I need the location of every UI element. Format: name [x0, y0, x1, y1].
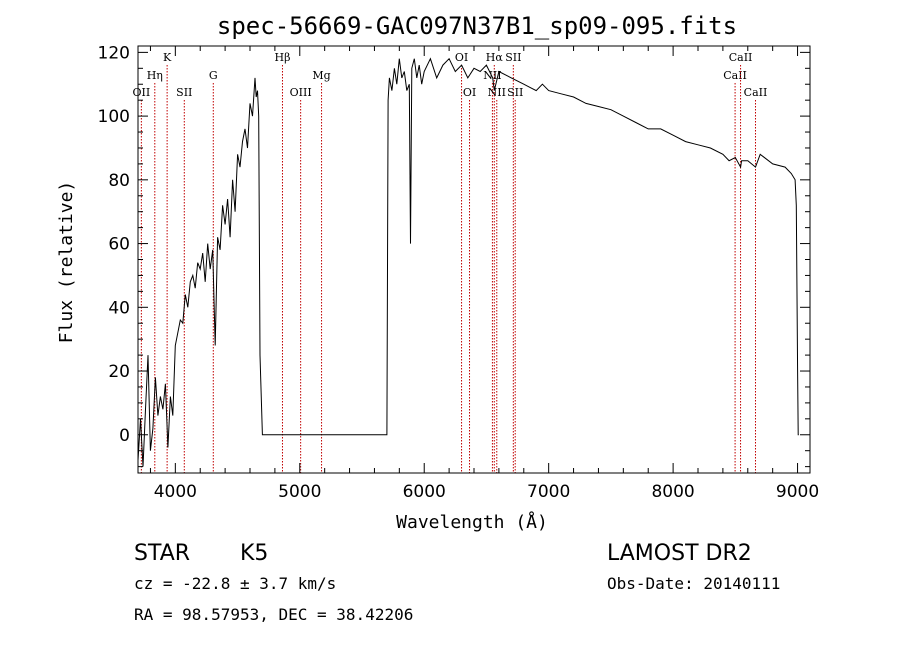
spectral-line-label: CaII [723, 69, 747, 82]
redshift-cz: cz = -22.8 ± 3.7 km/s [134, 574, 336, 593]
y-axis-label: Flux (relative) [56, 181, 77, 344]
spectral-line-label: Hη [147, 69, 163, 82]
x-tick-label: 8000 [651, 482, 694, 502]
axis-ticks: 4000 5000 6000 7000 8000 9000 0 20 40 60 80 100 120 [98, 43, 820, 502]
spectral-line-label: CaII [729, 51, 753, 64]
y-tick-label: 20 [108, 362, 130, 382]
x-axis-label: Wavelength (Å) [396, 511, 548, 533]
plot-frame [137, 45, 811, 474]
spectral-line-label: K [163, 51, 172, 64]
y-tick-label: 100 [98, 107, 130, 127]
x-tick-label: 7000 [527, 482, 570, 502]
spectral-line-label: CaII [744, 86, 768, 99]
y-tick-label: 80 [108, 171, 130, 191]
object-subclass: K5 [240, 541, 268, 566]
spectral-line-label: Hβ [275, 51, 291, 64]
ra-dec: RA = 98.57953, DEC = 38.42206 [134, 605, 413, 624]
y-tick-label: 120 [98, 43, 130, 63]
spectral-line-label: SII [176, 86, 192, 99]
chart-title: spec-56669-GAC097N37B1_sp09-095.fits [217, 12, 737, 40]
spectral-line-label: NII [488, 86, 506, 99]
spectral-line-label: Hα [486, 51, 504, 64]
spectral-line-label: SII [505, 51, 521, 64]
spectral-line-label: OI [455, 51, 468, 64]
y-tick-label: 40 [108, 298, 130, 318]
spectral-line-label: SII [507, 86, 523, 99]
spectral-lines: OIIHηKSIIGHβOIIIMgOIOIHαNIINIISIISIICaII… [133, 51, 768, 473]
flux-series-line [137, 57, 799, 467]
spectral-line-label: OI [463, 86, 476, 99]
y-tick-label: 60 [108, 235, 130, 255]
x-tick-label: 4000 [154, 482, 197, 502]
x-tick-label: 5000 [278, 482, 321, 502]
x-tick-label: 6000 [403, 482, 446, 502]
survey-name: LAMOST DR2 [607, 541, 752, 566]
obs-date: Obs-Date: 20140111 [607, 574, 780, 593]
spectral-line-label: G [209, 69, 218, 82]
spectral-line-label: OII [133, 86, 151, 99]
y-tick-label: 0 [119, 426, 130, 446]
object-class: STAR [134, 541, 190, 566]
x-tick-label: 9000 [776, 482, 819, 502]
spectral-line-label: Mg [312, 69, 330, 82]
spectral-line-label: OIII [290, 86, 312, 99]
